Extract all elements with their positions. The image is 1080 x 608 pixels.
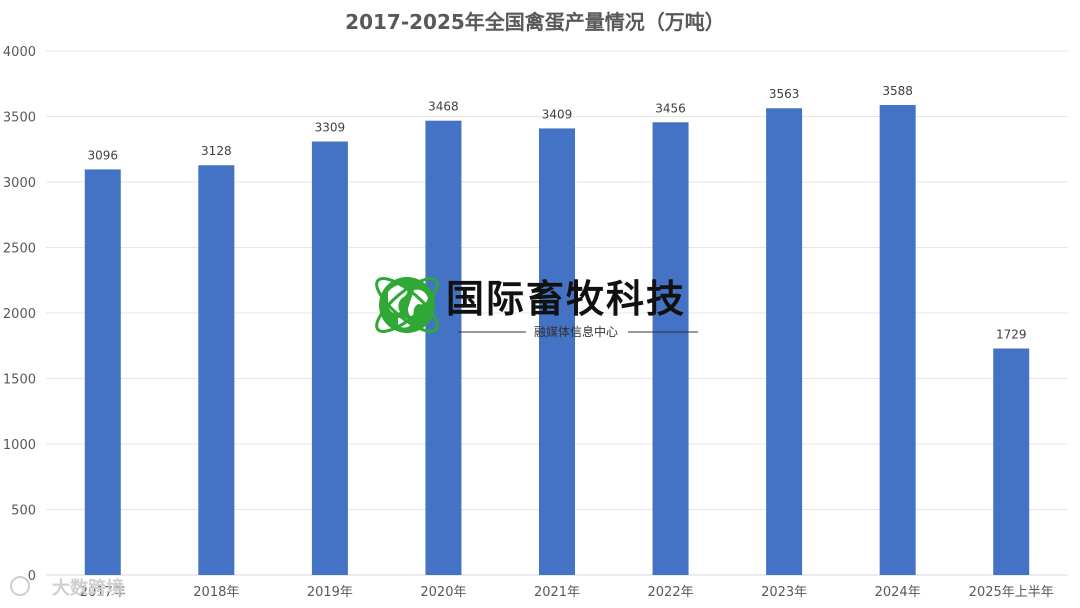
x-tick-label: 2025年上半年 <box>969 585 1054 600</box>
bar <box>766 108 803 575</box>
y-tick-label: 0 <box>28 569 36 584</box>
y-tick-label: 3500 <box>3 111 36 126</box>
data-label: 3409 <box>542 107 573 121</box>
watermark-subtitle: 融媒体信息中心 <box>534 324 618 339</box>
data-label: 3309 <box>315 121 346 135</box>
data-label: 3456 <box>655 101 686 115</box>
y-tick-label: 1500 <box>3 373 36 388</box>
corner-watermark-icon <box>10 576 30 596</box>
bar <box>879 104 916 576</box>
data-labels: 3096 3128 3309 3468 3409 3456 3563 3588 1729 <box>88 84 1027 342</box>
bars <box>84 104 1030 576</box>
x-tick-label: 2018年 <box>193 585 239 600</box>
bar <box>993 348 1030 575</box>
x-tick-label: 2024年 <box>875 585 921 600</box>
bar <box>198 165 235 575</box>
y-tick-label: 1000 <box>3 438 36 453</box>
data-label: 3563 <box>769 87 800 101</box>
x-tick-label: 2019年 <box>307 585 353 600</box>
globe-icon <box>375 277 439 333</box>
x-tick-label: 2017年 <box>80 585 126 600</box>
bar <box>311 141 348 575</box>
bar <box>652 122 689 575</box>
bar <box>425 120 462 575</box>
data-label: 3468 <box>428 100 459 114</box>
bar <box>539 128 575 575</box>
bar <box>84 169 121 575</box>
corner-watermark: 大数跨境 <box>10 576 124 599</box>
corner-watermark-text: 大数跨境 <box>52 577 124 599</box>
x-tick-label: 2022年 <box>648 585 694 600</box>
x-tick-label: 2023年 <box>761 585 807 600</box>
y-tick-label: 4000 <box>3 45 36 60</box>
y-axis-ticks: 0 500 1000 1500 2000 2500 3000 3500 4000 <box>3 45 36 584</box>
data-label: 1729 <box>996 328 1027 342</box>
x-tick-label: 2020年 <box>420 585 466 600</box>
data-label: 3588 <box>882 84 913 98</box>
x-tick-label: 2021年 <box>534 585 580 600</box>
y-tick-label: 2500 <box>3 242 36 257</box>
chart-title: 2017-2025年全国禽蛋产量情况（万吨） <box>345 10 725 34</box>
x-axis-ticks: 2017年 2018年 2019年 2020年 2021年 2022年 2023年 2024年… <box>80 585 1054 600</box>
data-label: 3128 <box>201 144 232 158</box>
y-tick-label: 2000 <box>3 307 36 322</box>
y-tick-label: 3000 <box>3 176 36 191</box>
y-tick-label: 500 <box>11 504 36 519</box>
watermark-logo: 国际畜牧科技 融媒体信息中心 <box>375 277 698 339</box>
watermark-title: 国际畜牧科技 <box>446 277 686 321</box>
data-label: 3096 <box>88 148 119 162</box>
